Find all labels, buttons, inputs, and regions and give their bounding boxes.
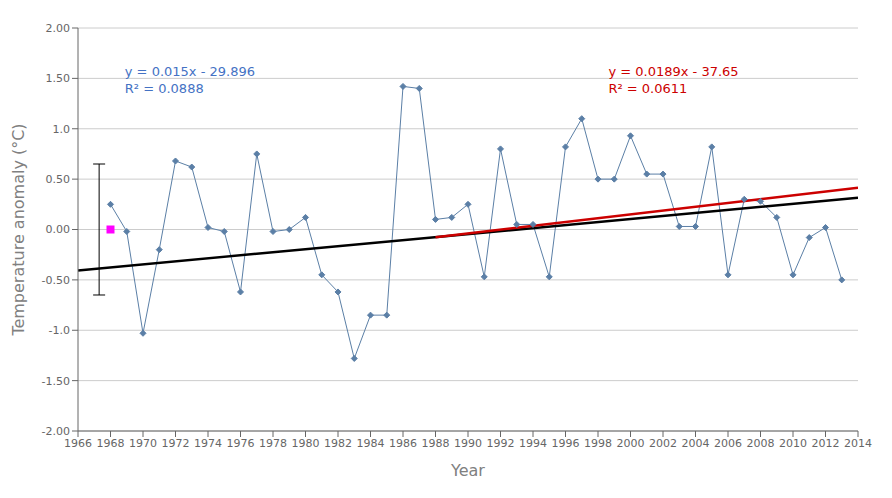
svg-text:1998: 1998 [584,437,612,450]
html-text:y = 0.0189x - 37.65 R² = 0.061: y = 0.0189x - 37.65 R² = 0.0611 [608,64,739,96]
svg-text:1988: 1988 [422,437,450,450]
svg-text:-0.50: -0.50 [42,274,70,287]
svg-text:-2.00: -2.00 [42,425,70,438]
svg-text:1.50: 1.50 [46,72,71,85]
svg-text:1978: 1978 [259,437,287,450]
svg-text:1984: 1984 [357,437,385,450]
svg-text:2002: 2002 [649,437,677,450]
svg-text:-1.0: -1.0 [49,324,70,337]
svg-text:1990: 1990 [454,437,482,450]
svg-text:2000: 2000 [617,437,645,450]
html-text:y = 0.015x - 29.896 R² = 0.088: y = 0.015x - 29.896 R² = 0.0888 [124,64,255,96]
svg-text:0.00: 0.00 [46,223,71,236]
svg-text:2012: 2012 [812,437,840,450]
svg-text:1974: 1974 [194,437,222,450]
svg-text:1976: 1976 [227,437,255,450]
svg-text:2014: 2014 [844,437,872,450]
svg-text:2008: 2008 [747,437,775,450]
svg-text:1982: 1982 [324,437,352,450]
svg-text:2006: 2006 [714,437,742,450]
svg-text:1970: 1970 [129,437,157,450]
svg-text:1980: 1980 [292,437,320,450]
svg-text:-1.50: -1.50 [42,375,70,388]
svg-text:1996: 1996 [552,437,580,450]
svg-text:1992: 1992 [487,437,515,450]
svg-text:1972: 1972 [162,437,190,450]
svg-text:0.50: 0.50 [46,173,71,186]
svg-text:2004: 2004 [682,437,710,450]
svg-text:2.00: 2.00 [46,22,71,35]
svg-text:1966: 1966 [64,437,92,450]
svg-text:Temperature anomaly (°C): Temperature anomaly (°C) [9,123,28,336]
svg-text:1.0: 1.0 [53,123,71,136]
svg-text:2010: 2010 [779,437,807,450]
svg-text:1994: 1994 [519,437,547,450]
svg-text:1968: 1968 [97,437,125,450]
svg-text:1986: 1986 [389,437,417,450]
svg-text:Year: Year [450,461,485,480]
